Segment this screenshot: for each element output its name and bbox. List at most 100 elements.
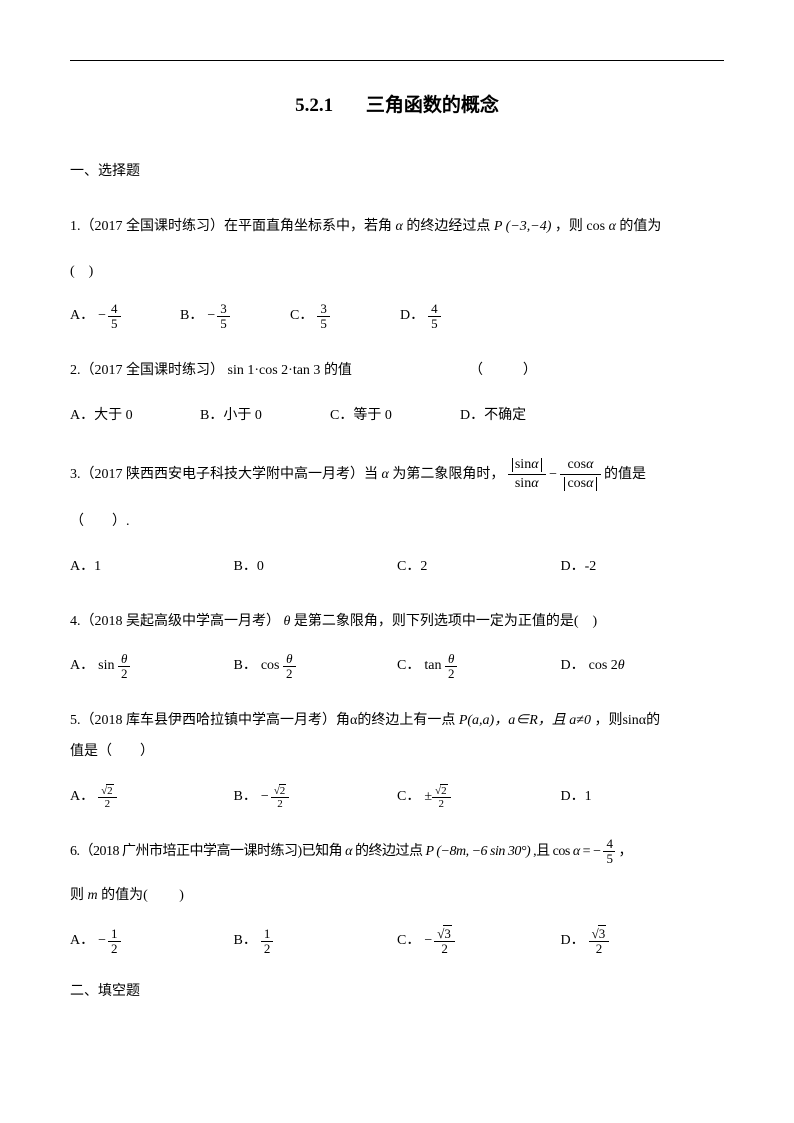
q6-options: A． − 12 B． 12 C． − 32 D． 32: [70, 926, 724, 957]
q1-d-label: D．: [400, 301, 424, 332]
pm-icon: ±: [424, 782, 432, 813]
q1-c-label: C．: [290, 301, 313, 332]
q6-opt-a: A． − 12: [70, 926, 234, 957]
q1-part-b: 的终边经过点: [406, 219, 490, 234]
q6-d-label: D．: [561, 926, 585, 957]
q3-opt-c: C．2: [397, 552, 561, 583]
q3-part-c: 的值是: [604, 467, 646, 482]
q1-point: P (−3,−4): [494, 219, 552, 234]
sin-label: sin: [98, 651, 118, 682]
q1-blank: ( ): [70, 257, 724, 288]
q5-b-label: B．: [234, 782, 257, 813]
q3-opt-b: B．0: [234, 552, 398, 583]
question-2: 2.（2017 全国课时练习） sin 1·cos 2·tan 3 的值 （ ）…: [70, 356, 724, 432]
frac-r2-2: 22: [98, 785, 117, 810]
page-title: 5.2.1 三角函数的概念: [70, 91, 724, 121]
q5-c-label: C．: [397, 782, 420, 813]
q6-f: 的值为(: [101, 888, 148, 903]
minus-icon: −: [98, 926, 106, 957]
q3-text: 3.（2017 陕西西安电子科技大学附中高一月考）当 α 为第二象限角时， si…: [70, 456, 724, 493]
question-5: 5.（2018 库车县伊西哈拉镇中学高一月考）角α的终边上有一点 P(a,a)，…: [70, 706, 724, 812]
minus-icon: −: [98, 301, 106, 332]
q1-options: A． − 45 B． − 35 C． 35 D． 45: [70, 301, 724, 332]
frac-r3-2: 32: [434, 927, 455, 957]
q2-text: 2.（2017 全国课时练习） sin 1·cos 2·tan 3 的值 （ ）: [70, 356, 724, 387]
frac-4-5b: 45: [428, 302, 441, 332]
alpha-symbol: α: [382, 467, 389, 482]
q3-opt-d: D．-2: [561, 552, 725, 583]
frac-r3-2b: 32: [589, 927, 610, 957]
q1-part-c: ，则: [555, 219, 583, 234]
q2-part-b: 的值: [324, 363, 352, 378]
q2-opt-d: D．不确定: [460, 401, 590, 432]
q6-opt-d: D． 32: [561, 926, 725, 957]
q4-part-b: 是第二象限角，则下列选项中一定为正值的是( ): [294, 614, 597, 629]
q4-opt-b: B． cos θ2: [234, 651, 398, 682]
q3-trailer: （ ）.: [70, 507, 724, 538]
q6-opt-b: B． 12: [234, 926, 398, 957]
q1-part-a: 1.（2017 全国课时练习）在平面直角坐标系中，若角: [70, 219, 392, 234]
q1-part-d: 的值为: [619, 219, 661, 234]
frac-1-2: 12: [108, 927, 121, 957]
q5-part-c: 值是（ ）: [70, 744, 154, 759]
alpha-symbol: α: [396, 219, 403, 234]
section-1-header: 一、选择题: [70, 161, 724, 183]
q6-b-label: B．: [234, 926, 257, 957]
minus-icon: −: [207, 301, 215, 332]
q5-opt-d: D．1: [561, 782, 725, 813]
q6-part-d: ，: [618, 844, 632, 859]
q4-b-label: B．: [234, 651, 257, 682]
frac-4-5: 45: [108, 302, 121, 332]
q4-opt-c: C． tan θ2: [397, 651, 561, 682]
q4-d-label: D．: [561, 651, 585, 682]
q5-part-b: ，则sinα的: [594, 713, 660, 728]
q1-text: 1.（2017 全国课时练习）在平面直角坐标系中，若角 α 的终边经过点 P (…: [70, 212, 724, 243]
q6-point: P (−8m, −6 sin 30°): [426, 844, 531, 859]
question-4: 4.（2018 吴起高级中学高一月考） θ 是第二象限角，则下列选项中一定为正值…: [70, 607, 724, 683]
m-symbol: m: [88, 888, 102, 903]
q5-a-label: A．: [70, 782, 94, 813]
alpha-symbol: α: [345, 844, 352, 859]
frac-r2-2c: 22: [432, 785, 451, 810]
q5-part-a: 5.（2018 库车县伊西哈拉镇中学高一月考）角α的终边上有一点: [70, 713, 455, 728]
minus-icon: −: [424, 926, 432, 957]
frac-3-5: 35: [217, 302, 230, 332]
q3-opt-a: A．1: [70, 552, 234, 583]
closing-paren: ): [151, 888, 184, 903]
q6-text2: 则 m 的值为( ): [70, 881, 724, 912]
paren-blank: （ ）: [469, 363, 541, 378]
q2-options: A．大于 0 B．小于 0 C．等于 0 D．不确定: [70, 401, 724, 432]
q2-opt-a: A．大于 0: [70, 401, 200, 432]
q6-cos: cos α = −: [553, 844, 601, 859]
q4-a-label: A．: [70, 651, 94, 682]
paren-blank: ( ): [70, 264, 93, 279]
q2-opt-c: C．等于 0: [330, 401, 460, 432]
q1-opt-c: C． 35: [290, 301, 400, 332]
q3-frac1: sinα sinα: [508, 456, 546, 493]
q6-part-a: 6.（2018 广州市培正中学高一课时练习)已知角: [70, 844, 342, 859]
q2-expr: sin 1·cos 2·tan 3: [228, 363, 321, 378]
tan-label: tan: [424, 651, 445, 682]
frac-1-2b: 12: [261, 927, 274, 957]
title-text: 三角函数的概念: [366, 95, 499, 116]
q3-frac2: cosα cosα: [560, 456, 600, 493]
q6-a-label: A．: [70, 926, 94, 957]
frac-r2-2b: 22: [271, 785, 290, 810]
q6-e: 则: [70, 888, 84, 903]
title-number: 5.2.1: [295, 95, 333, 116]
question-3: 3.（2017 陕西西安电子科技大学附中高一月考）当 α 为第二象限角时， si…: [70, 456, 724, 583]
q2-part-a: 2.（2017 全国课时练习）: [70, 363, 224, 378]
q1-b-label: B．: [180, 301, 203, 332]
q5-opt-a: A． 22: [70, 782, 234, 813]
q6-text: 6.（2018 广州市培正中学高一课时练习)已知角 α 的终边过点 P (−8m…: [70, 837, 724, 868]
top-rule: [70, 60, 724, 61]
q3-part-b: 为第二象限角时，: [392, 467, 504, 482]
q6-part-b: 的终边过点: [355, 844, 423, 859]
q6-c-label: C．: [397, 926, 420, 957]
cos-alpha: cos α: [586, 219, 616, 234]
question-1: 1.（2017 全国课时练习）在平面直角坐标系中，若角 α 的终边经过点 P (…: [70, 212, 724, 332]
q5-opt-c: C． ± 22: [397, 782, 561, 813]
q1-opt-a: A． − 45: [70, 301, 180, 332]
q5-text: 5.（2018 库车县伊西哈拉镇中学高一月考）角α的终边上有一点 P(a,a)，…: [70, 706, 724, 768]
cos-label: cos: [261, 651, 283, 682]
